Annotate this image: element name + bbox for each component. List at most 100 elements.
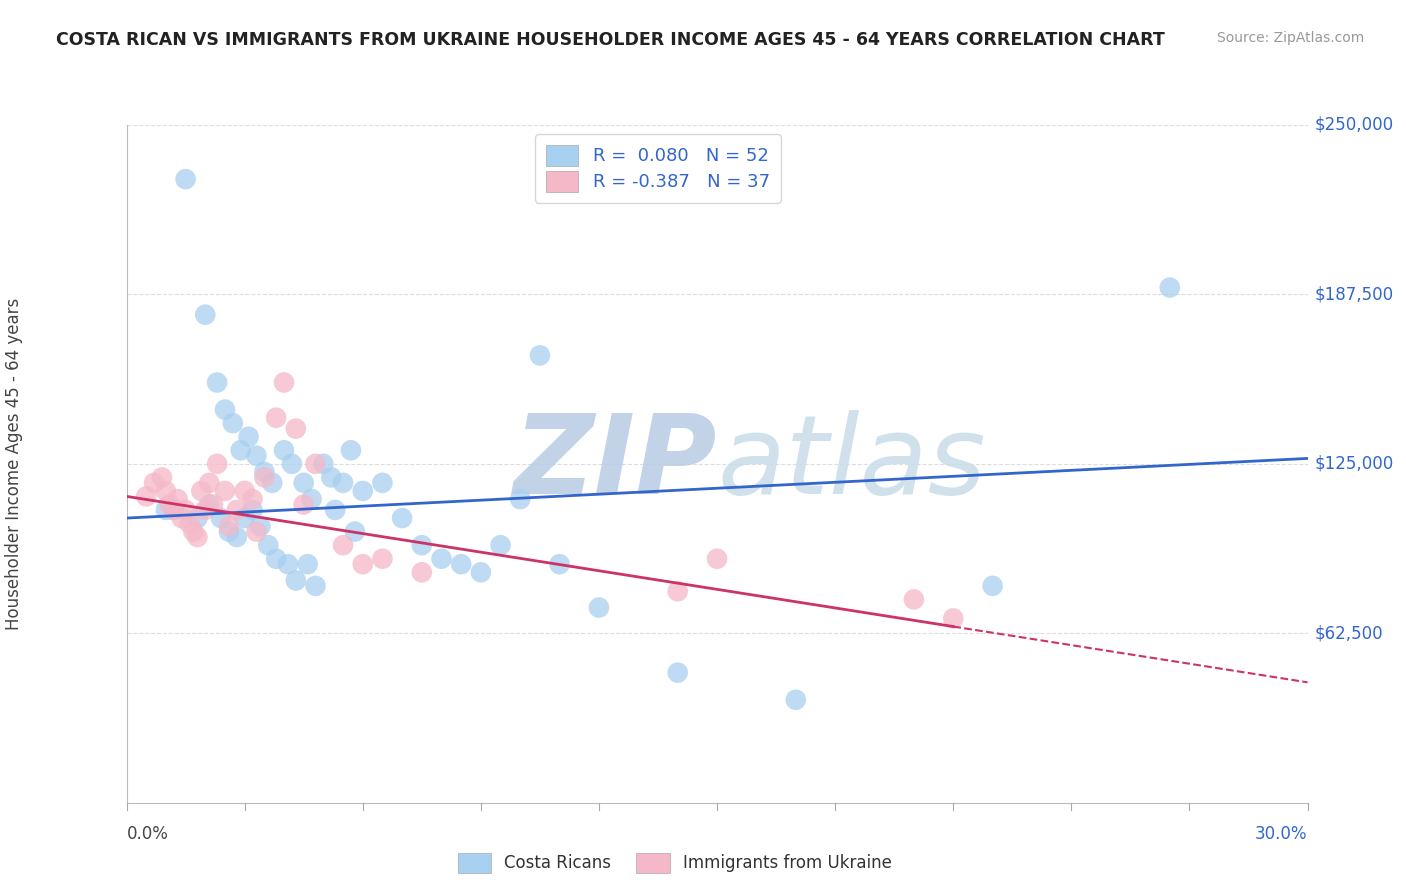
Point	[304, 457, 326, 471]
Point	[253, 470, 276, 484]
Point	[411, 566, 433, 580]
Text: Source: ZipAtlas.com: Source: ZipAtlas.com	[1216, 31, 1364, 45]
Point	[284, 574, 307, 588]
Text: $187,500: $187,500	[1315, 285, 1393, 303]
Point	[273, 443, 295, 458]
Point	[281, 457, 304, 471]
Point	[292, 475, 315, 490]
Point	[214, 483, 236, 498]
Text: COSTA RICAN VS IMMIGRANTS FROM UKRAINE HOUSEHOLDER INCOME AGES 45 - 64 YEARS COR: COSTA RICAN VS IMMIGRANTS FROM UKRAINE H…	[56, 31, 1166, 49]
Point	[588, 600, 610, 615]
Point	[135, 489, 157, 503]
Point	[179, 516, 201, 531]
Point	[155, 483, 177, 498]
Point	[352, 483, 374, 498]
Point	[352, 557, 374, 571]
Point	[371, 475, 394, 490]
Point	[430, 551, 453, 566]
Point	[1159, 280, 1181, 294]
Text: Householder Income Ages 45 - 64 years: Householder Income Ages 45 - 64 years	[6, 298, 22, 630]
Point	[264, 410, 287, 425]
Point	[292, 498, 315, 512]
Point	[304, 579, 326, 593]
Point	[190, 483, 212, 498]
Point	[163, 503, 186, 517]
Point	[170, 511, 193, 525]
Point	[942, 611, 965, 625]
Legend: R =  0.080   N = 52, R = -0.387   N = 37: R = 0.080 N = 52, R = -0.387 N = 37	[536, 134, 780, 202]
Point	[489, 538, 512, 552]
Point	[666, 665, 689, 680]
Point	[340, 443, 363, 458]
Text: $125,000: $125,000	[1315, 455, 1393, 473]
Text: atlas: atlas	[717, 410, 986, 517]
Point	[242, 503, 264, 517]
Text: 0.0%: 0.0%	[127, 825, 169, 843]
Point	[312, 457, 335, 471]
Point	[174, 172, 197, 186]
Point	[273, 376, 295, 390]
Point	[666, 584, 689, 599]
Point	[159, 498, 181, 512]
Point	[242, 492, 264, 507]
Text: $62,500: $62,500	[1315, 624, 1384, 642]
Point	[343, 524, 366, 539]
Point	[332, 475, 354, 490]
Point	[205, 376, 228, 390]
Point	[143, 475, 166, 490]
Point	[262, 475, 284, 490]
Point	[166, 492, 188, 507]
Point	[198, 475, 221, 490]
Point	[225, 530, 247, 544]
Point	[470, 566, 492, 580]
Point	[205, 457, 228, 471]
Point	[277, 557, 299, 571]
Point	[371, 551, 394, 566]
Text: 30.0%: 30.0%	[1256, 825, 1308, 843]
Point	[785, 692, 807, 706]
Point	[284, 421, 307, 435]
Point	[321, 470, 343, 484]
Point	[253, 465, 276, 479]
Point	[323, 503, 346, 517]
Text: ZIP: ZIP	[513, 410, 717, 517]
Point	[222, 416, 245, 430]
Point	[229, 443, 252, 458]
Point	[233, 483, 256, 498]
Point	[332, 538, 354, 552]
Point	[238, 430, 260, 444]
Point	[155, 503, 177, 517]
Point	[391, 511, 413, 525]
Point	[194, 503, 217, 517]
Point	[245, 524, 267, 539]
Point	[150, 470, 173, 484]
Point	[225, 503, 247, 517]
Point	[509, 492, 531, 507]
Point	[245, 449, 267, 463]
Point	[183, 524, 205, 539]
Point	[209, 511, 232, 525]
Point	[297, 557, 319, 571]
Point	[214, 402, 236, 417]
Point	[257, 538, 280, 552]
Point	[186, 511, 208, 525]
Legend: Costa Ricans, Immigrants from Ukraine: Costa Ricans, Immigrants from Ukraine	[451, 847, 898, 880]
Text: $250,000: $250,000	[1315, 116, 1393, 134]
Point	[194, 308, 217, 322]
Point	[903, 592, 925, 607]
Point	[981, 579, 1004, 593]
Point	[218, 519, 240, 533]
Point	[202, 498, 225, 512]
Point	[186, 530, 208, 544]
Point	[411, 538, 433, 552]
Point	[163, 503, 186, 517]
Point	[301, 492, 323, 507]
Point	[450, 557, 472, 571]
Point	[264, 551, 287, 566]
Point	[233, 511, 256, 525]
Point	[548, 557, 571, 571]
Point	[218, 524, 240, 539]
Point	[706, 551, 728, 566]
Point	[529, 348, 551, 362]
Point	[198, 498, 221, 512]
